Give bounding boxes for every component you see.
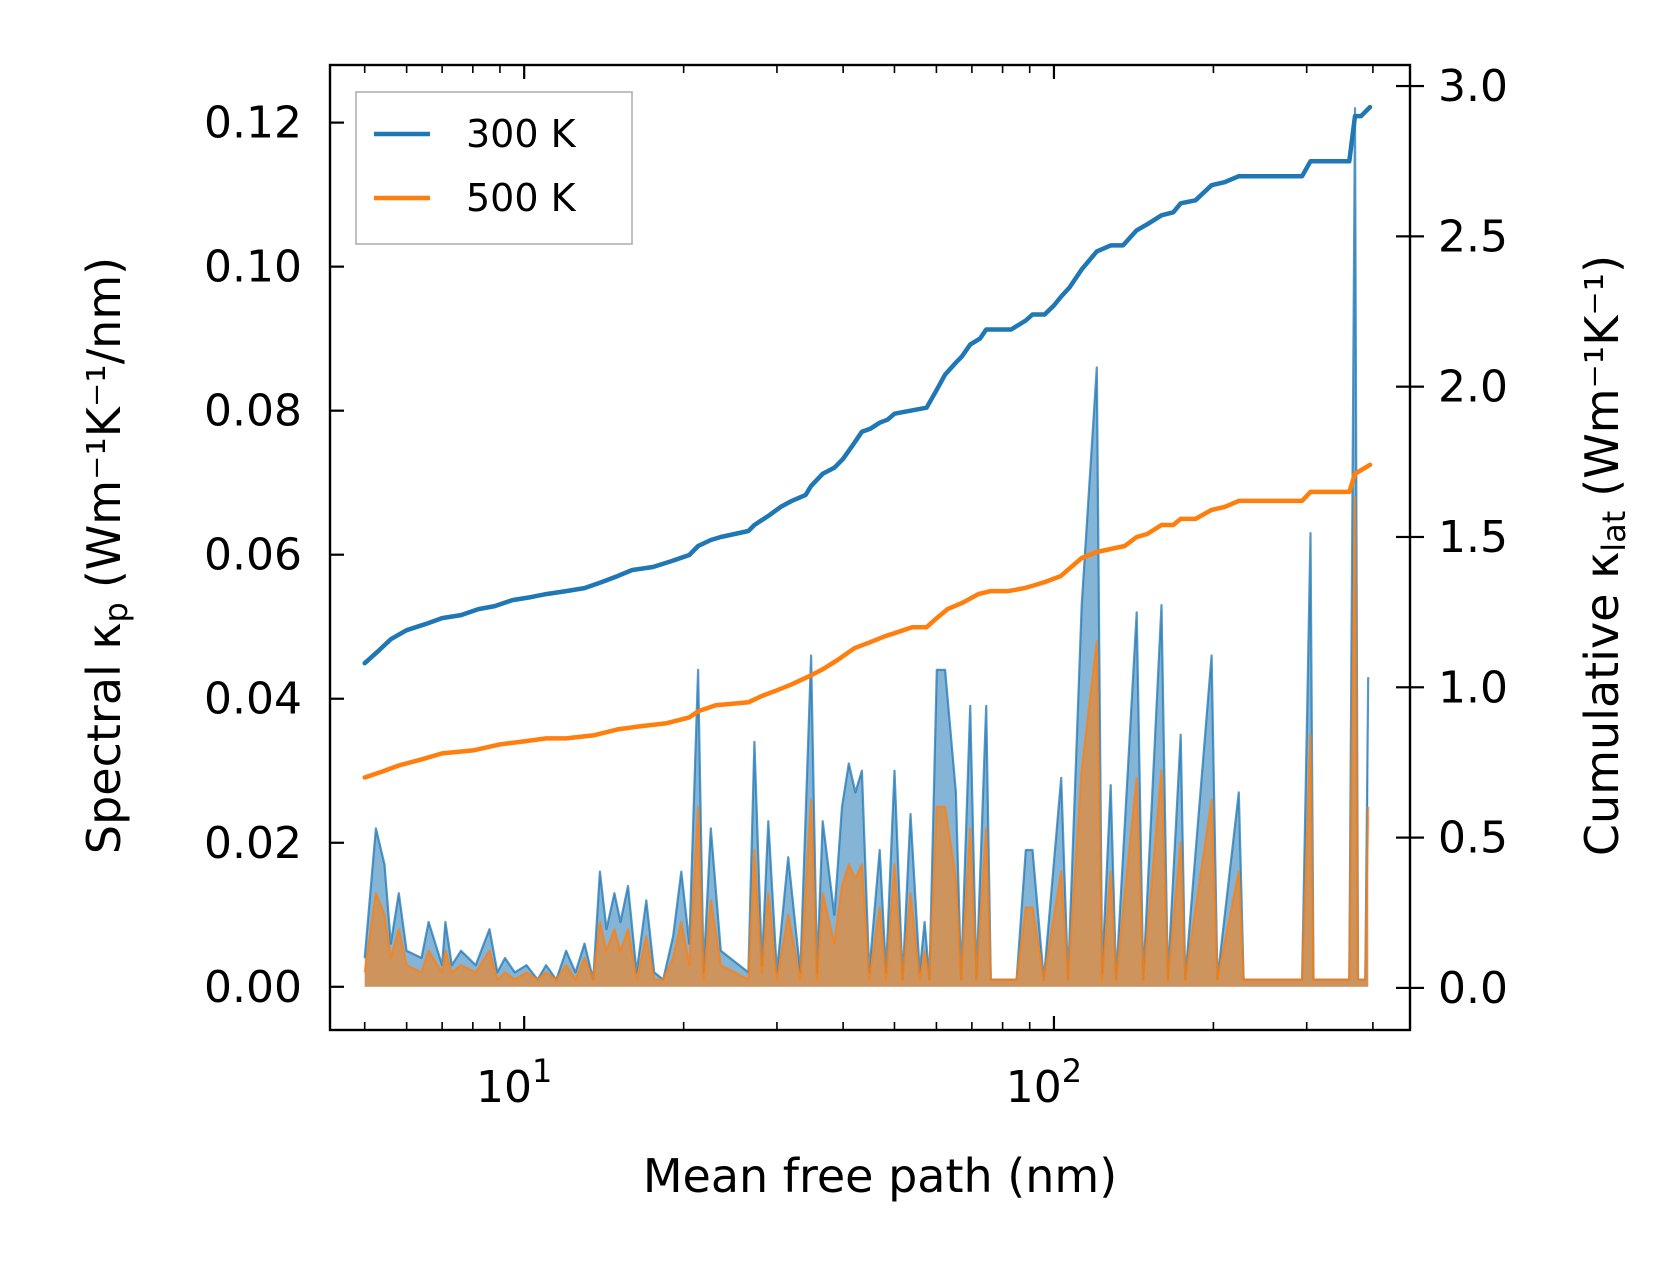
legend-label-300k: 300 K (466, 112, 577, 156)
cumulative-line-300k (362, 104, 1373, 666)
legend: 300 K 500 K (355, 91, 633, 245)
y-right-tick-label-5: 2.5 (1438, 211, 1508, 262)
legend-label-500k: 500 K (466, 176, 577, 220)
x-tick-label-0: 101 (476, 1052, 552, 1113)
spectral-fills (363, 107, 1370, 987)
series-lines (362, 104, 1373, 780)
y-right-axis-label: Cumulative κlat (Wm⁻¹K⁻¹) (1575, 255, 1633, 856)
y-right-tick-label-1: 0.5 (1438, 813, 1508, 864)
spectral-edge-300k (363, 107, 1370, 981)
y-left-tick-label-1: 0.02 (204, 818, 302, 869)
x-tick-label-1: 102 (1006, 1052, 1082, 1113)
x-axis-label: Mean free path (nm) (643, 1149, 1117, 1203)
x-tick-exp: 2 (1062, 1052, 1082, 1090)
y-left-label-sub: p (97, 602, 135, 622)
y-left-tick-label-5: 0.10 (204, 242, 302, 293)
x-tick-base: 10 (1006, 1062, 1062, 1113)
y-right-label-main: Cumulative κ (1575, 552, 1629, 856)
legend-frame (355, 91, 633, 245)
y-left-label-main: Spectral κ (77, 622, 131, 854)
cumulative-line-500k (362, 462, 1373, 780)
y-left-axis-label: Spectral κp (Wm⁻¹K⁻¹/nm) (77, 257, 135, 854)
tick-labels: 101 1020.000.020.040.060.080.100.120.00.5… (204, 61, 1508, 1113)
plot-frame (328, 63, 1412, 1032)
y-right-tick-label-3: 1.5 (1438, 512, 1508, 563)
y-right-label-sub: lat (1595, 511, 1633, 552)
y-right-label-units: (Wm⁻¹K⁻¹) (1575, 255, 1629, 497)
y-right-tick-label-0: 0.0 (1438, 963, 1508, 1014)
y-right-tick-label-6: 3.0 (1438, 61, 1508, 112)
x-tick-exp: 1 (532, 1052, 552, 1090)
y-right-tick-label-2: 1.0 (1438, 662, 1508, 713)
y-right-tick-label-4: 2.0 (1438, 362, 1508, 413)
y-left-tick-label-0: 0.00 (204, 962, 302, 1013)
spectral-edge-500k (363, 496, 1370, 981)
y-left-label-units: (Wm⁻¹K⁻¹/nm) (77, 257, 131, 588)
x-tick-base: 10 (476, 1062, 532, 1113)
y-left-tick-label-6: 0.12 (204, 98, 302, 149)
y-left-tick-label-3: 0.06 (204, 530, 302, 581)
y-left-tick-label-4: 0.08 (204, 386, 302, 437)
y-left-tick-label-2: 0.04 (204, 674, 302, 725)
axis-ticks (330, 65, 1424, 1030)
